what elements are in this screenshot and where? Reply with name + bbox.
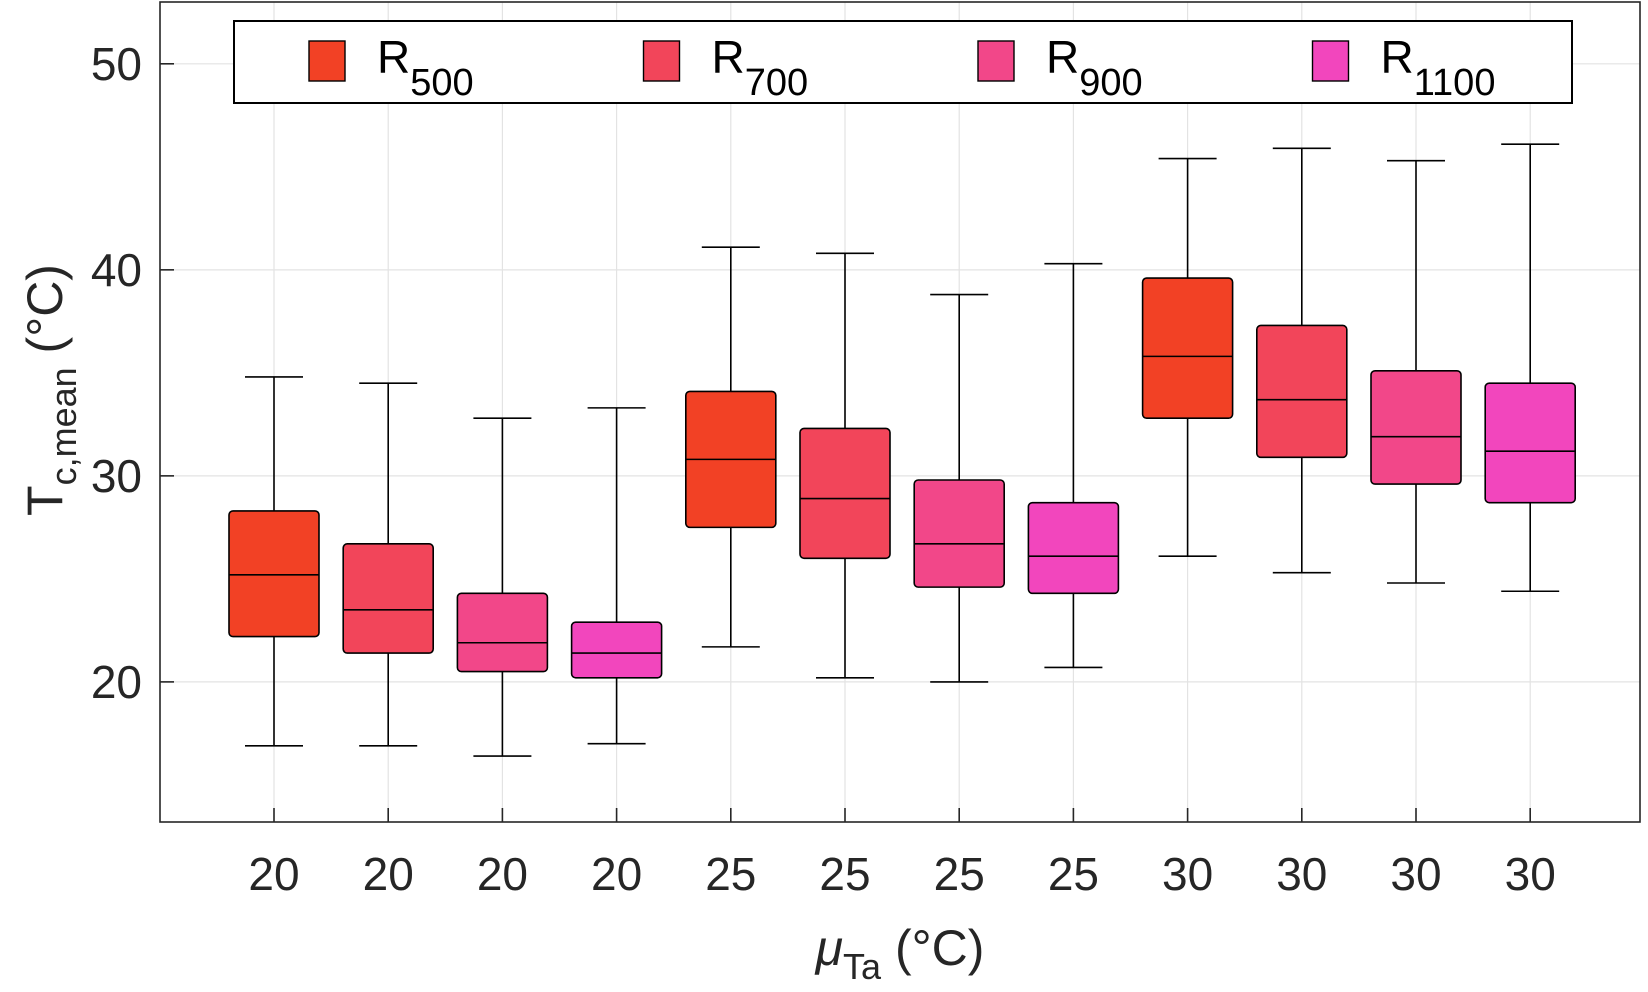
legend-label-main: R [712, 31, 745, 83]
x-tick-label: 25 [705, 848, 756, 900]
legend-entry-4: R1100 [1311, 31, 1496, 104]
box-body [1141, 277, 1234, 419]
box-7 [913, 293, 1006, 683]
legend-label-sub: 700 [745, 62, 808, 104]
x-axis-title-unit: (°C) [881, 920, 984, 976]
legend-label-main: R [377, 31, 410, 83]
legend-swatch [1311, 40, 1350, 82]
legend-entry-1: R500 [308, 31, 474, 104]
box-3 [456, 417, 549, 757]
box-series [228, 143, 1576, 757]
x-tick-label: 20 [477, 848, 528, 900]
x-tick-label: 30 [1162, 848, 1213, 900]
axes-frame [159, 1, 1641, 823]
box-10 [1256, 147, 1348, 574]
box-body [228, 510, 320, 638]
x-axis-title: μTa (°C) [814, 920, 985, 987]
box-body [799, 427, 891, 560]
axis-ticks: 20 30 40 50 20 20 20 20 25 25 25 25 30 30 30 30 [91, 38, 1556, 900]
x-tick-label: 30 [1276, 848, 1327, 900]
legend-label: R700 [712, 31, 809, 104]
legend-entry-3: R900 [977, 31, 1143, 104]
box-1 [228, 376, 320, 747]
box-9 [1141, 157, 1234, 558]
legend: R500 R700 R900 R1100 [233, 20, 1573, 104]
box-4 [570, 407, 663, 745]
x-tick-label: 30 [1390, 848, 1441, 900]
box-body [570, 621, 663, 679]
x-tick-label: 30 [1505, 848, 1556, 900]
legend-swatch [308, 40, 346, 82]
legend-swatch [642, 40, 681, 82]
x-tick-label: 20 [363, 848, 414, 900]
x-tick-label: 20 [591, 848, 642, 900]
box-body [456, 592, 549, 673]
y-tick-label: 50 [91, 38, 142, 90]
box-12 [1484, 143, 1576, 593]
y-tick-label: 40 [91, 244, 142, 296]
y-tick-label: 30 [91, 450, 142, 502]
box-6 [799, 252, 891, 679]
legend-entry-2: R700 [642, 31, 809, 104]
box-body [342, 543, 435, 654]
legend-label-main: R [1381, 31, 1414, 83]
box-5 [684, 246, 777, 648]
legend-label: R500 [377, 31, 474, 104]
legend-label-main: R [1046, 31, 1079, 83]
box-body [1256, 324, 1348, 459]
legend-label-sub: 1100 [1414, 62, 1496, 104]
box-2 [342, 382, 435, 747]
legend-label-sub: 500 [410, 62, 473, 104]
y-axis-title-main: T [17, 485, 73, 516]
legend-label: R900 [1046, 31, 1143, 104]
box-body [1027, 501, 1120, 595]
y-axis-title-sub: c,mean [43, 367, 84, 485]
box-11 [1370, 159, 1462, 584]
box-body [1370, 369, 1462, 485]
x-axis-title-sub: Ta [843, 946, 882, 987]
legend-label: R1100 [1381, 31, 1496, 104]
y-axis-title: Tc,mean (°C) [17, 264, 84, 516]
legend-label-sub: 900 [1079, 62, 1142, 104]
x-tick-label: 25 [934, 848, 985, 900]
x-tick-label: 25 [819, 848, 870, 900]
box-body [1484, 382, 1576, 504]
x-axis-title-main: μ [814, 920, 843, 976]
legend-swatch [977, 40, 1015, 82]
x-tick-label: 25 [1048, 848, 1099, 900]
box-body [913, 479, 1006, 588]
box-8 [1027, 262, 1120, 669]
y-axis-title-unit: (°C) [17, 264, 73, 367]
y-tick-label: 20 [91, 656, 142, 708]
x-tick-label: 20 [248, 848, 299, 900]
